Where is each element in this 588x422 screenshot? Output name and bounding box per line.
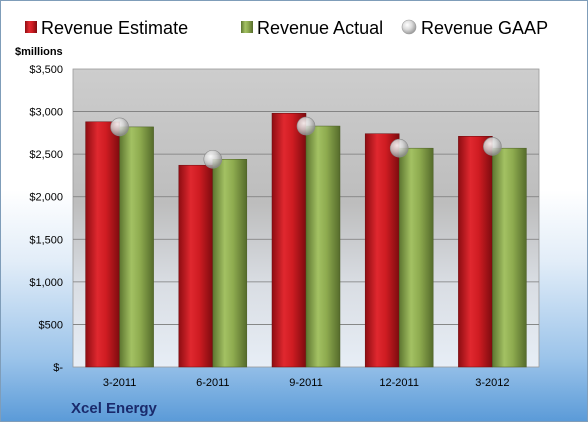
legend-swatch-actual	[241, 21, 253, 33]
marker-revenue-gaap	[296, 116, 316, 136]
y-axis-ticks: $- $500 $1,000 $1,500 $2,000 $2,500 $3,000 $3,5…	[29, 64, 63, 374]
x-tick-label: 9-2011	[289, 377, 322, 389]
x-tick-label: 12-2011	[379, 377, 419, 389]
bar-revenue-estimate	[271, 113, 307, 368]
bar-revenue-estimate	[85, 121, 120, 368]
y-tick-label: $3,000	[29, 107, 63, 119]
y-tick-label: $1,000	[29, 277, 63, 289]
gaap-markers	[110, 116, 502, 169]
bar-revenue-actual	[212, 159, 248, 368]
legend-label-actual: Revenue Actual	[257, 18, 383, 38]
y-tick-label: $500	[39, 319, 63, 331]
bar-revenue-estimate	[178, 164, 214, 368]
x-tick-label: 3-2012	[475, 377, 509, 389]
bar-revenue-actual	[492, 147, 527, 368]
bar-revenue-actual	[305, 125, 341, 368]
marker-revenue-gaap	[389, 138, 409, 158]
legend-marker-gaap	[401, 19, 417, 35]
x-tick-label: 3-2011	[103, 377, 136, 389]
x-tick-label: 6-2011	[196, 377, 229, 389]
y-tick-label: $2,000	[29, 192, 63, 204]
legend-label-estimate: Revenue Estimate	[41, 18, 188, 38]
legend: Revenue Estimate Revenue Actual Revenue …	[25, 18, 548, 38]
y-tick-label: $-	[53, 362, 63, 374]
bar-revenue-actual	[398, 147, 434, 368]
unit-label: $millions	[15, 46, 63, 58]
legend-swatch-estimate	[25, 21, 37, 33]
y-tick-label: $2,500	[29, 149, 63, 161]
bars	[85, 113, 527, 368]
bar-revenue-estimate	[458, 136, 493, 368]
bar-revenue-estimate	[364, 133, 400, 368]
marker-revenue-gaap	[483, 137, 502, 156]
y-tick-label: $1,500	[29, 234, 63, 246]
legend-label-gaap: Revenue GAAP	[421, 18, 548, 38]
marker-revenue-gaap	[110, 117, 129, 137]
marker-revenue-gaap	[203, 149, 223, 169]
y-tick-label: $3,500	[29, 64, 63, 76]
x-axis-ticks: 3-2011 6-2011 9-2011 12-2011 3-2012	[103, 377, 510, 389]
bar-revenue-actual	[119, 126, 154, 368]
company-label: Xcel Energy	[71, 400, 158, 417]
